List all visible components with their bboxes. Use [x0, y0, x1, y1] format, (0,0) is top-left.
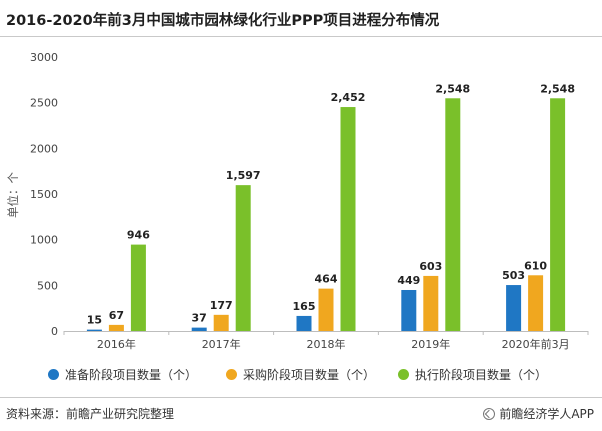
brand-name: 前瞻经济学人APP	[499, 407, 594, 421]
bar	[318, 288, 334, 331]
chart-axes: 0 500 1000 1500 2000 2500 3000 2016年 2017年 2018年 2…	[30, 51, 589, 351]
source-note: 资料来源：前瞻产业研究院整理	[6, 407, 175, 421]
bar	[528, 275, 544, 331]
bar	[340, 107, 356, 332]
chart-bars	[86, 98, 566, 332]
bar	[213, 314, 229, 331]
legend-swatch-execution	[398, 369, 409, 380]
x-tick-label: 2018年	[307, 337, 346, 351]
legend-item-preparation: 准备阶段项目数量（个）	[48, 366, 197, 383]
data-label: 165	[293, 300, 316, 313]
legend-label-procurement: 采购阶段项目数量（个）	[243, 368, 376, 382]
bar-chart: 0 500 1000 1500 2000 2500 3000 2016年 2017年 2018年 2…	[6, 51, 589, 351]
y-tick-label: 2500	[30, 97, 58, 110]
data-label: 946	[127, 229, 150, 242]
legend-item-execution: 执行阶段项目数量（个）	[398, 366, 547, 383]
brand-credit: 前瞻经济学人APP	[483, 405, 594, 422]
data-label: 15	[87, 314, 102, 327]
data-label: 2,548	[435, 82, 470, 95]
x-tick-label: 2020年前3月	[502, 337, 570, 351]
bar	[191, 327, 207, 331]
y-tick-label: 3000	[30, 51, 58, 64]
bar	[130, 244, 146, 331]
y-axis-label: 单位：个	[6, 172, 20, 218]
bar	[86, 329, 102, 331]
data-label: 2,452	[331, 91, 366, 104]
bar	[108, 324, 124, 331]
data-label: 37	[192, 312, 207, 325]
y-tick-label: 2000	[30, 142, 58, 155]
x-tick-label: 2017年	[202, 337, 241, 351]
x-tick-label: 2016年	[97, 337, 136, 351]
data-label: 603	[419, 260, 442, 273]
bar	[423, 275, 439, 331]
x-tick-label: 2019年	[411, 337, 450, 351]
footer-divider	[0, 397, 602, 398]
legend-label-execution: 执行阶段项目数量（个）	[415, 368, 548, 382]
brand-logo-icon	[483, 407, 496, 420]
bar	[550, 98, 566, 331]
legend-label-preparation: 准备阶段项目数量（个）	[65, 368, 198, 382]
legend-swatch-procurement	[226, 369, 237, 380]
y-tick-label: 1000	[30, 234, 58, 247]
title-divider	[0, 36, 602, 37]
bar	[296, 315, 312, 331]
legend-swatch-preparation	[48, 369, 59, 380]
chart-title: 2016-2020年前3月中国城市园林绿化行业PPP项目进程分布情况	[6, 13, 440, 29]
legend-item-procurement: 采购阶段项目数量（个）	[226, 366, 375, 383]
data-label: 610	[524, 259, 547, 272]
data-label: 464	[315, 273, 338, 286]
bar	[506, 285, 522, 331]
bar	[235, 185, 251, 331]
bar	[401, 289, 417, 331]
bar	[445, 98, 461, 331]
data-label: 67	[109, 309, 124, 322]
y-tick-label: 500	[37, 279, 58, 292]
data-label: 1,597	[226, 169, 261, 182]
y-tick-label: 0	[51, 325, 58, 338]
data-label: 503	[502, 269, 525, 282]
data-label: 449	[397, 274, 420, 287]
data-label: 177	[210, 299, 233, 312]
data-label: 2,548	[540, 82, 575, 95]
y-tick-label: 1500	[30, 188, 58, 201]
